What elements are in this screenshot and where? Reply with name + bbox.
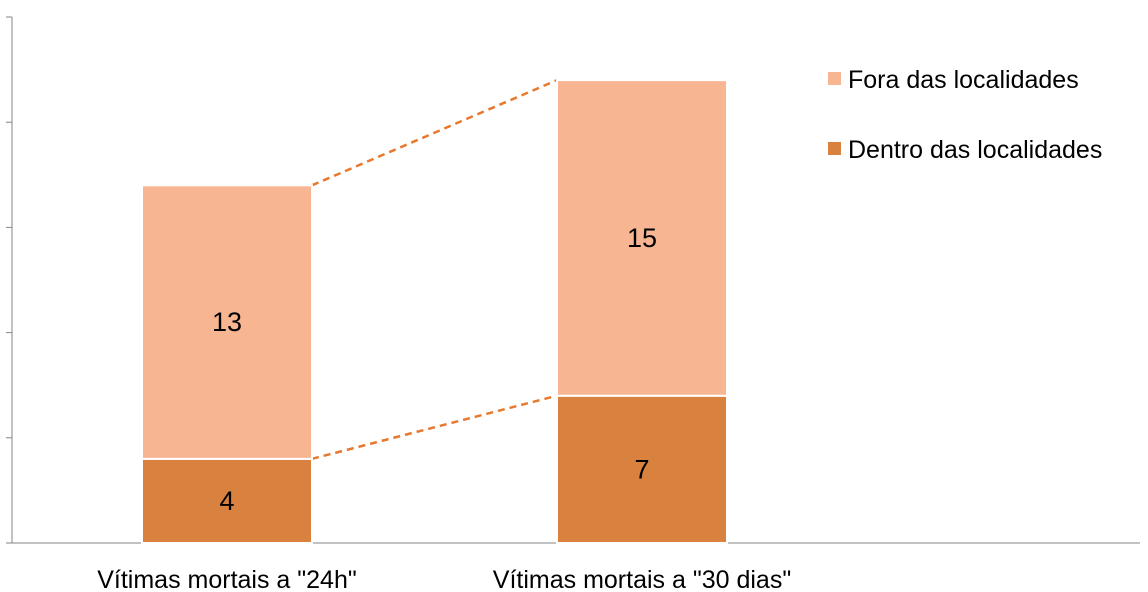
- category-labels: Vítimas mortais a "24h" Vítimas mortais a…: [97, 566, 791, 592]
- legend-label: Fora das localidades: [848, 66, 1079, 94]
- data-label: 4: [219, 486, 234, 516]
- legend-swatch: [828, 72, 841, 85]
- data-label: 13: [212, 307, 242, 337]
- bar-fora-1: [556, 79, 728, 397]
- bar-dentro-0: [141, 457, 313, 544]
- data-label: 7: [634, 454, 649, 484]
- bars: 4 13 7 15: [141, 79, 728, 544]
- legend-label: Dentro das localidades: [848, 136, 1102, 164]
- x-tick-label: Vítimas mortais a "30 dias": [493, 566, 791, 592]
- connector-line: [311, 78, 558, 187]
- x-tick-label: Vítimas mortais a "24h": [97, 566, 357, 592]
- connector-line: [311, 394, 558, 461]
- legend: Fora das localidades Dentro das localidad…: [828, 66, 1102, 164]
- bar-fora-0: [141, 184, 313, 460]
- bar-dentro-1: [556, 394, 728, 544]
- legend-swatch: [828, 142, 841, 155]
- connector-lines: [311, 78, 558, 461]
- data-label: 15: [627, 223, 657, 253]
